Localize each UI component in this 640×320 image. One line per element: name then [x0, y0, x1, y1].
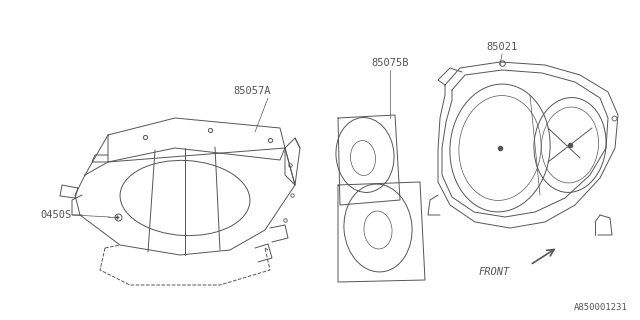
Text: FRONT: FRONT [479, 267, 510, 277]
Text: 85075B: 85075B [371, 58, 409, 68]
Text: 0450S: 0450S [41, 210, 72, 220]
Text: A850001231: A850001231 [574, 303, 628, 312]
Text: 85057A: 85057A [233, 86, 271, 96]
Text: 85021: 85021 [486, 42, 518, 52]
